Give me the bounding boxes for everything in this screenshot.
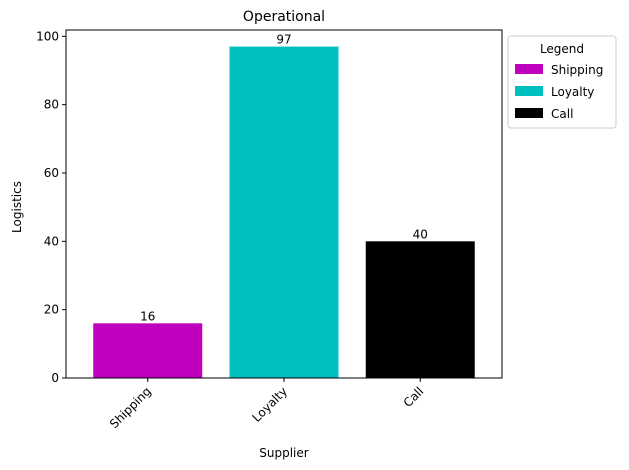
y-tick-label: 20 <box>44 303 59 317</box>
legend-swatch-shipping <box>515 64 543 74</box>
y-tick-label: 80 <box>44 98 59 112</box>
legend-title: Legend <box>540 42 584 56</box>
legend-entry-shipping: Shipping <box>551 63 603 77</box>
bar-loyalty <box>229 46 339 378</box>
x-tick-label-shipping: Shipping <box>107 384 154 431</box>
legend-entry-loyalty: Loyalty <box>551 85 594 99</box>
legend-box <box>507 35 617 129</box>
y-tick-label: 60 <box>44 166 59 180</box>
y-tick-label: 40 <box>44 234 59 248</box>
y-tick-label: 0 <box>51 371 59 385</box>
bar-call <box>365 241 475 378</box>
legend-entry-call: Call <box>551 107 573 121</box>
legend-swatch-call <box>515 108 543 118</box>
legend-swatch-loyalty <box>515 86 543 96</box>
bar-shipping <box>93 323 203 378</box>
axes-frame <box>65 29 503 379</box>
x-axis-label: Supplier <box>259 446 309 460</box>
data-label-shipping: 16 <box>140 309 155 323</box>
y-axis-label: Logistics <box>10 181 24 233</box>
chart-title: Operational <box>243 9 325 25</box>
x-tick-label-loyalty: Loyalty <box>250 384 291 425</box>
data-label-loyalty: 97 <box>276 33 291 47</box>
y-tick-label: 100 <box>36 29 59 43</box>
legend: Legend Shipping Loyalty Call <box>507 35 617 129</box>
data-label-call: 40 <box>413 227 428 241</box>
x-tick-label-call: Call <box>401 384 427 410</box>
plot-area: 16 Shipping 97 Loyalty 40 Call 0 20 40 60 80 100 <box>36 29 503 431</box>
